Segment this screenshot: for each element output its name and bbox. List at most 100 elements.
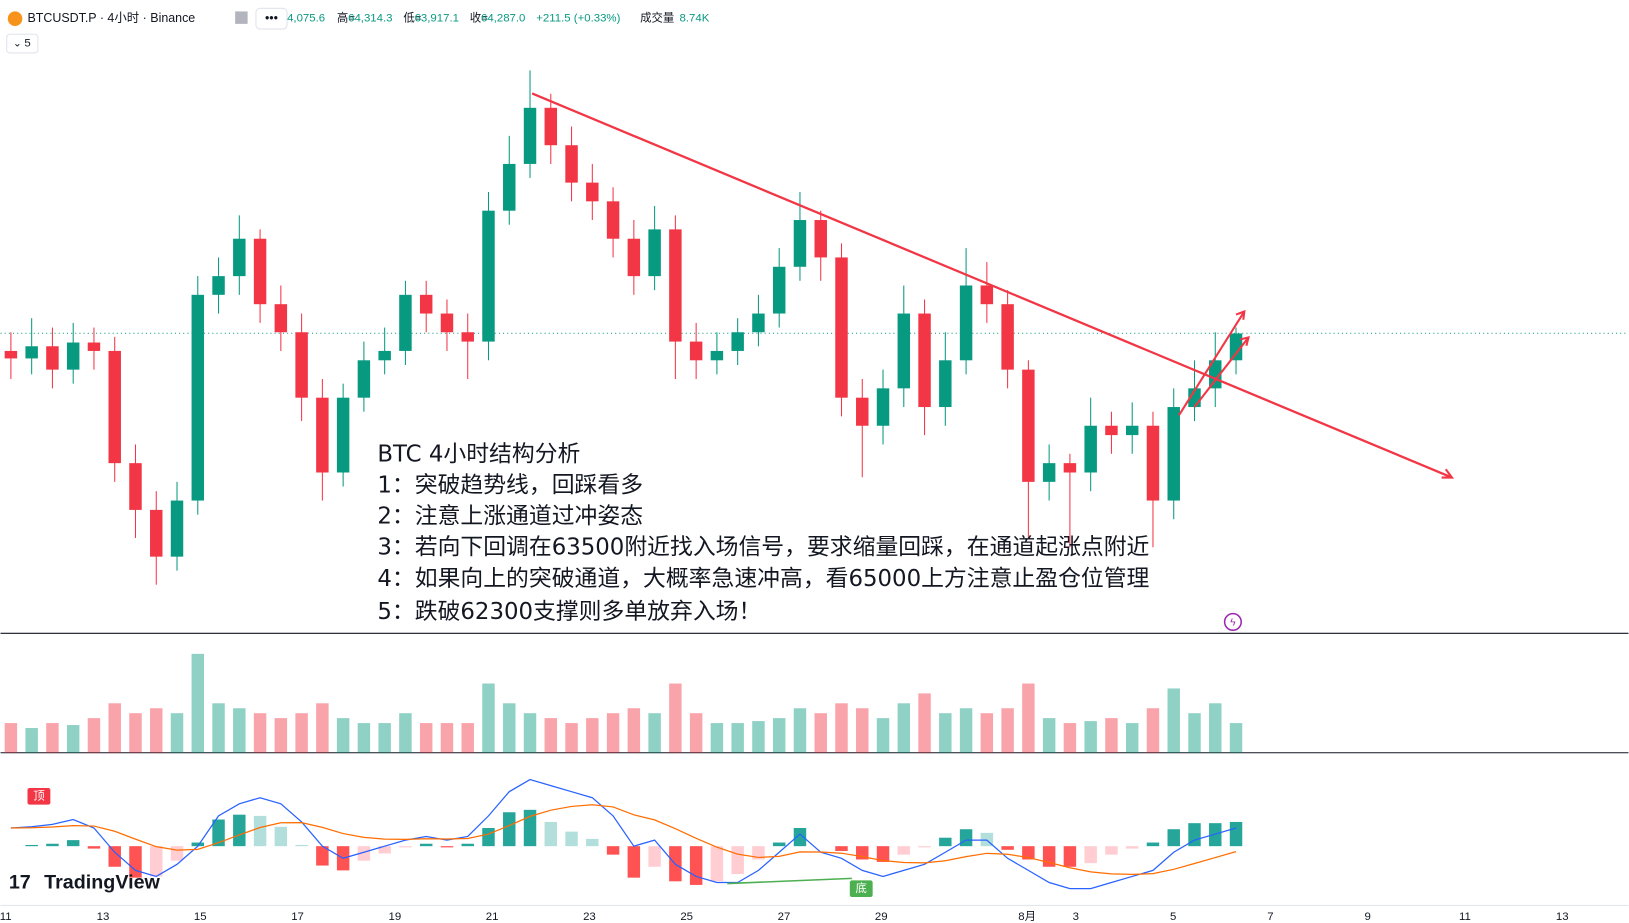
macd-hist bbox=[959, 829, 973, 847]
macd-hist bbox=[1105, 846, 1118, 855]
candle-body bbox=[939, 360, 952, 408]
macd-hist bbox=[752, 846, 765, 860]
volume-bar bbox=[1209, 703, 1222, 753]
volume-bar bbox=[253, 713, 267, 753]
volume-bar bbox=[1063, 723, 1077, 753]
volume-bar bbox=[980, 713, 994, 753]
macd-hist bbox=[565, 831, 578, 847]
volume-bar bbox=[1188, 713, 1201, 753]
volume-bar bbox=[565, 723, 578, 753]
volume-bar bbox=[897, 703, 911, 753]
macd-hist bbox=[523, 809, 537, 847]
more-button[interactable] bbox=[255, 7, 288, 30]
macd-hist bbox=[1188, 823, 1201, 847]
x-tick-label: 19 bbox=[388, 911, 401, 923]
volume-bar bbox=[129, 713, 142, 753]
volume-bar bbox=[1146, 708, 1160, 753]
volume-bar bbox=[835, 703, 848, 753]
volume-bar bbox=[752, 721, 765, 753]
candle-body bbox=[814, 220, 827, 258]
candle-body bbox=[170, 500, 184, 557]
volume-bar bbox=[1105, 718, 1118, 753]
macd-hist bbox=[46, 843, 59, 847]
candle-body bbox=[1146, 425, 1160, 501]
x-tick-label: 13 bbox=[97, 911, 110, 923]
volume-bar bbox=[66, 725, 80, 753]
volume-bar bbox=[731, 723, 744, 753]
macd-hist bbox=[918, 846, 931, 848]
volume-bar bbox=[503, 703, 516, 753]
volume-bar bbox=[856, 708, 869, 753]
macd-hist bbox=[66, 840, 80, 847]
volume-bar bbox=[295, 713, 308, 753]
macd-dif bbox=[10, 778, 1237, 890]
volume-bar bbox=[606, 713, 620, 753]
macd-hist bbox=[835, 846, 848, 852]
candle-body bbox=[835, 257, 848, 398]
note-line: 1：突破趋势线，回踩看多 bbox=[377, 472, 643, 498]
candle-body bbox=[25, 346, 38, 359]
x-tick-label: 8月 bbox=[1018, 911, 1036, 923]
macd-hist bbox=[170, 846, 184, 861]
candle-body bbox=[856, 397, 869, 426]
top-marker bbox=[27, 788, 51, 805]
macd-hist bbox=[419, 843, 433, 847]
candle-body bbox=[129, 463, 142, 510]
volume-label: 成交量 bbox=[640, 11, 674, 25]
note-line: 2：注意上涨通道过冲姿态 bbox=[377, 504, 643, 530]
volume-bar bbox=[544, 718, 558, 753]
volume-bar bbox=[108, 703, 121, 753]
macd-hist bbox=[1022, 846, 1035, 860]
candle-body bbox=[419, 294, 433, 314]
x-tick-label: 11 bbox=[1459, 911, 1471, 923]
x-tick-label: 3 bbox=[1073, 911, 1079, 923]
top-marker-text: 顶 bbox=[33, 789, 44, 802]
trend-line bbox=[531, 92, 1453, 479]
candle-body bbox=[316, 397, 329, 473]
macd-hist bbox=[648, 846, 661, 867]
alert-icon[interactable] bbox=[1223, 612, 1242, 631]
volume-bar bbox=[772, 718, 786, 753]
volume-bar bbox=[876, 718, 890, 753]
candle-body bbox=[66, 342, 80, 370]
flag-icon[interactable] bbox=[235, 11, 248, 24]
candle-body bbox=[357, 360, 371, 398]
x-tick-label: 27 bbox=[778, 911, 791, 923]
macd-hist bbox=[586, 838, 599, 847]
macd-hist bbox=[876, 846, 890, 862]
candle-body bbox=[274, 304, 288, 333]
candle-body bbox=[586, 182, 599, 202]
macd-hist bbox=[150, 846, 163, 877]
macd-hist bbox=[1167, 829, 1180, 847]
trend-arrow bbox=[1441, 468, 1455, 479]
volume-bar bbox=[648, 713, 661, 753]
macd-hist bbox=[253, 815, 267, 847]
x-tick-label: 25 bbox=[680, 911, 693, 923]
candle-body bbox=[1105, 425, 1118, 436]
macd-hist bbox=[793, 828, 807, 847]
candle-body bbox=[378, 350, 391, 361]
candle-body bbox=[295, 332, 308, 398]
macd-hist bbox=[897, 846, 911, 855]
candle-body bbox=[876, 388, 890, 426]
volume-bar bbox=[357, 723, 371, 753]
candle-body bbox=[191, 294, 205, 501]
symbol[interactable]: BTCUSDT.P · 4小时 · Binance bbox=[28, 11, 196, 25]
volume-bar bbox=[212, 703, 225, 753]
macd-hist bbox=[378, 846, 391, 854]
candle-body bbox=[752, 313, 765, 333]
candle-body bbox=[482, 210, 495, 342]
volume-bar bbox=[150, 708, 163, 753]
macd-hist bbox=[1125, 846, 1139, 849]
candle-body bbox=[1125, 425, 1139, 436]
candle-body bbox=[959, 285, 973, 361]
volume-bar bbox=[814, 713, 827, 753]
volume-bar bbox=[793, 708, 807, 753]
volume-bar bbox=[1125, 723, 1139, 753]
macd-hist bbox=[274, 826, 288, 847]
indicator-toggle[interactable] bbox=[6, 33, 39, 54]
candle-body bbox=[1167, 407, 1180, 501]
candle-body bbox=[897, 313, 911, 389]
candle-body bbox=[523, 107, 537, 164]
note-line: 5：跌破62300支撑则多单放弃入场！ bbox=[377, 599, 761, 625]
